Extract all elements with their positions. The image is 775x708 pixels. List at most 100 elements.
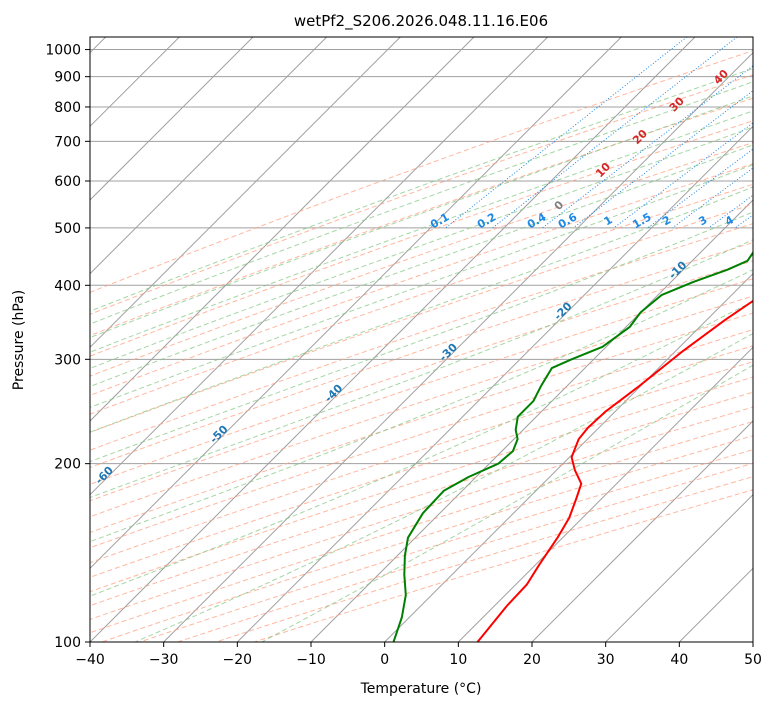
moist-adiabat-line xyxy=(90,211,753,463)
dry-adiabat-line xyxy=(90,295,753,518)
dry-adiabat-line xyxy=(215,476,753,642)
isotherm-line xyxy=(90,37,696,642)
y-tick-label: 600 xyxy=(54,174,81,190)
dry-adiabat-line xyxy=(90,241,753,469)
dewpoint-profile-line xyxy=(392,250,753,642)
moist-adiabat-line xyxy=(90,110,753,353)
temperature-profile-line xyxy=(476,299,753,642)
x-axis: −40 −30 −20 −10 0 10 20 30 40 50 xyxy=(75,642,762,668)
x-tick-label: −30 xyxy=(149,652,179,668)
isotherm-line xyxy=(90,37,401,349)
dry-adiabat-line xyxy=(90,183,753,415)
x-tick-label: −40 xyxy=(75,652,105,668)
chart-title: wetPf2_S206.2026.048.11.16.E06 xyxy=(294,12,548,31)
isotherm-line xyxy=(90,37,328,275)
moist-adiabat-line xyxy=(90,95,753,339)
x-axis-label: Temperature (°C) xyxy=(360,681,482,697)
moist-adiabat-line xyxy=(90,239,753,499)
y-tick-label: 800 xyxy=(54,100,81,116)
mixing-ratio-label: 6 xyxy=(762,213,775,228)
moist-adiabat-line xyxy=(90,186,753,433)
x-tick-label: 40 xyxy=(670,652,688,668)
y-tick-label: 300 xyxy=(54,352,81,368)
moist-adiabat-label: 20 xyxy=(630,127,650,147)
dry-adiabat-line xyxy=(177,462,753,642)
isotherm-line xyxy=(384,272,753,642)
isotherm-label: -10 xyxy=(666,258,689,281)
dry-adiabat-line xyxy=(90,361,753,578)
isotherm-line xyxy=(605,493,753,642)
mixing-ratio-line xyxy=(572,90,753,229)
moist-adiabat-label: 10 xyxy=(593,160,613,180)
moist-adiabat-line xyxy=(90,67,753,312)
moist-adiabat-line xyxy=(90,81,753,325)
moist-adiabat-label: 30 xyxy=(667,94,687,114)
x-tick-label: −20 xyxy=(223,652,253,668)
mixing-ratio-label: 3 xyxy=(696,213,709,228)
isotherm-label: -30 xyxy=(437,340,460,363)
isotherm-label: -50 xyxy=(207,423,230,446)
dry-adiabat-line xyxy=(90,50,753,293)
dry-adiabat-line xyxy=(90,97,753,337)
isotherm-line xyxy=(90,37,254,201)
isotherm-label: -70 xyxy=(0,505,1,528)
isotherm-label: -60 xyxy=(93,464,116,487)
dry-adiabat-line xyxy=(90,163,753,396)
isotherm-line xyxy=(531,420,753,642)
isotherm-label: -20 xyxy=(551,299,574,322)
dry-adiabat-line xyxy=(90,376,753,593)
moist-adiabat-line xyxy=(134,332,753,642)
grid-layer xyxy=(90,37,753,642)
y-tick-label: 500 xyxy=(54,221,81,237)
moist-adiabat-line xyxy=(90,300,753,597)
moist-adiabat-line xyxy=(90,126,753,369)
dry-adiabat-line xyxy=(254,489,753,642)
mixing-ratio-line xyxy=(734,214,753,229)
dry-adiabat-line xyxy=(90,120,753,357)
moist-adiabat-label: 40 xyxy=(711,67,731,87)
isotherm-line xyxy=(90,37,475,422)
isotherm-line xyxy=(678,567,753,642)
isotherm-line xyxy=(90,37,549,496)
x-tick-label: 10 xyxy=(449,652,467,668)
dry-adiabat-line xyxy=(90,278,753,502)
dry-adiabat-line xyxy=(90,345,753,564)
dry-adiabat-line xyxy=(90,329,753,549)
x-tick-label: 20 xyxy=(523,652,541,668)
isotherm-line xyxy=(163,51,753,642)
y-tick-label: 200 xyxy=(54,457,81,473)
y-tick-label: 400 xyxy=(54,278,81,294)
dry-adiabat-line xyxy=(101,435,753,642)
y-axis-label: Pressure (hPa) xyxy=(11,290,27,390)
mixing-ratio-line xyxy=(445,37,688,229)
moist-adiabat-line xyxy=(90,164,753,408)
isotherm-line xyxy=(90,37,622,570)
dry-adiabat-line xyxy=(90,142,753,377)
mixing-ratio-label: 4 xyxy=(723,213,736,228)
x-tick-label: 50 xyxy=(744,652,762,668)
y-axis: 1000 900 800 700 600 500 400 300 200 100 xyxy=(45,43,90,651)
isotherm-label: -40 xyxy=(322,381,345,404)
y-tick-label: 700 xyxy=(54,134,81,150)
dry-adiabat-line xyxy=(90,223,753,451)
plot-frame xyxy=(89,36,754,643)
dry-adiabat-line xyxy=(90,260,753,485)
y-tick-label: 900 xyxy=(54,70,81,86)
x-tick-label: −10 xyxy=(296,652,326,668)
moist-adiabat-line xyxy=(261,364,753,642)
dry-adiabat-line xyxy=(90,74,753,315)
dry-adiabat-line xyxy=(90,203,753,433)
x-tick-label: 0 xyxy=(380,652,389,668)
x-tick-label: 30 xyxy=(597,652,615,668)
dry-adiabat-line xyxy=(90,312,753,534)
mixing-ratio-label: 1 xyxy=(602,213,615,228)
dry-adiabat-line xyxy=(90,391,753,607)
dry-adiabat-line xyxy=(139,449,753,642)
isotherm-line xyxy=(752,641,753,642)
isotherm-line xyxy=(457,346,753,642)
mixing-ratio-line xyxy=(672,167,753,229)
moist-adiabat-line xyxy=(90,144,753,388)
y-tick-label: 100 xyxy=(54,635,81,651)
mixing-ratio-line xyxy=(492,37,738,229)
